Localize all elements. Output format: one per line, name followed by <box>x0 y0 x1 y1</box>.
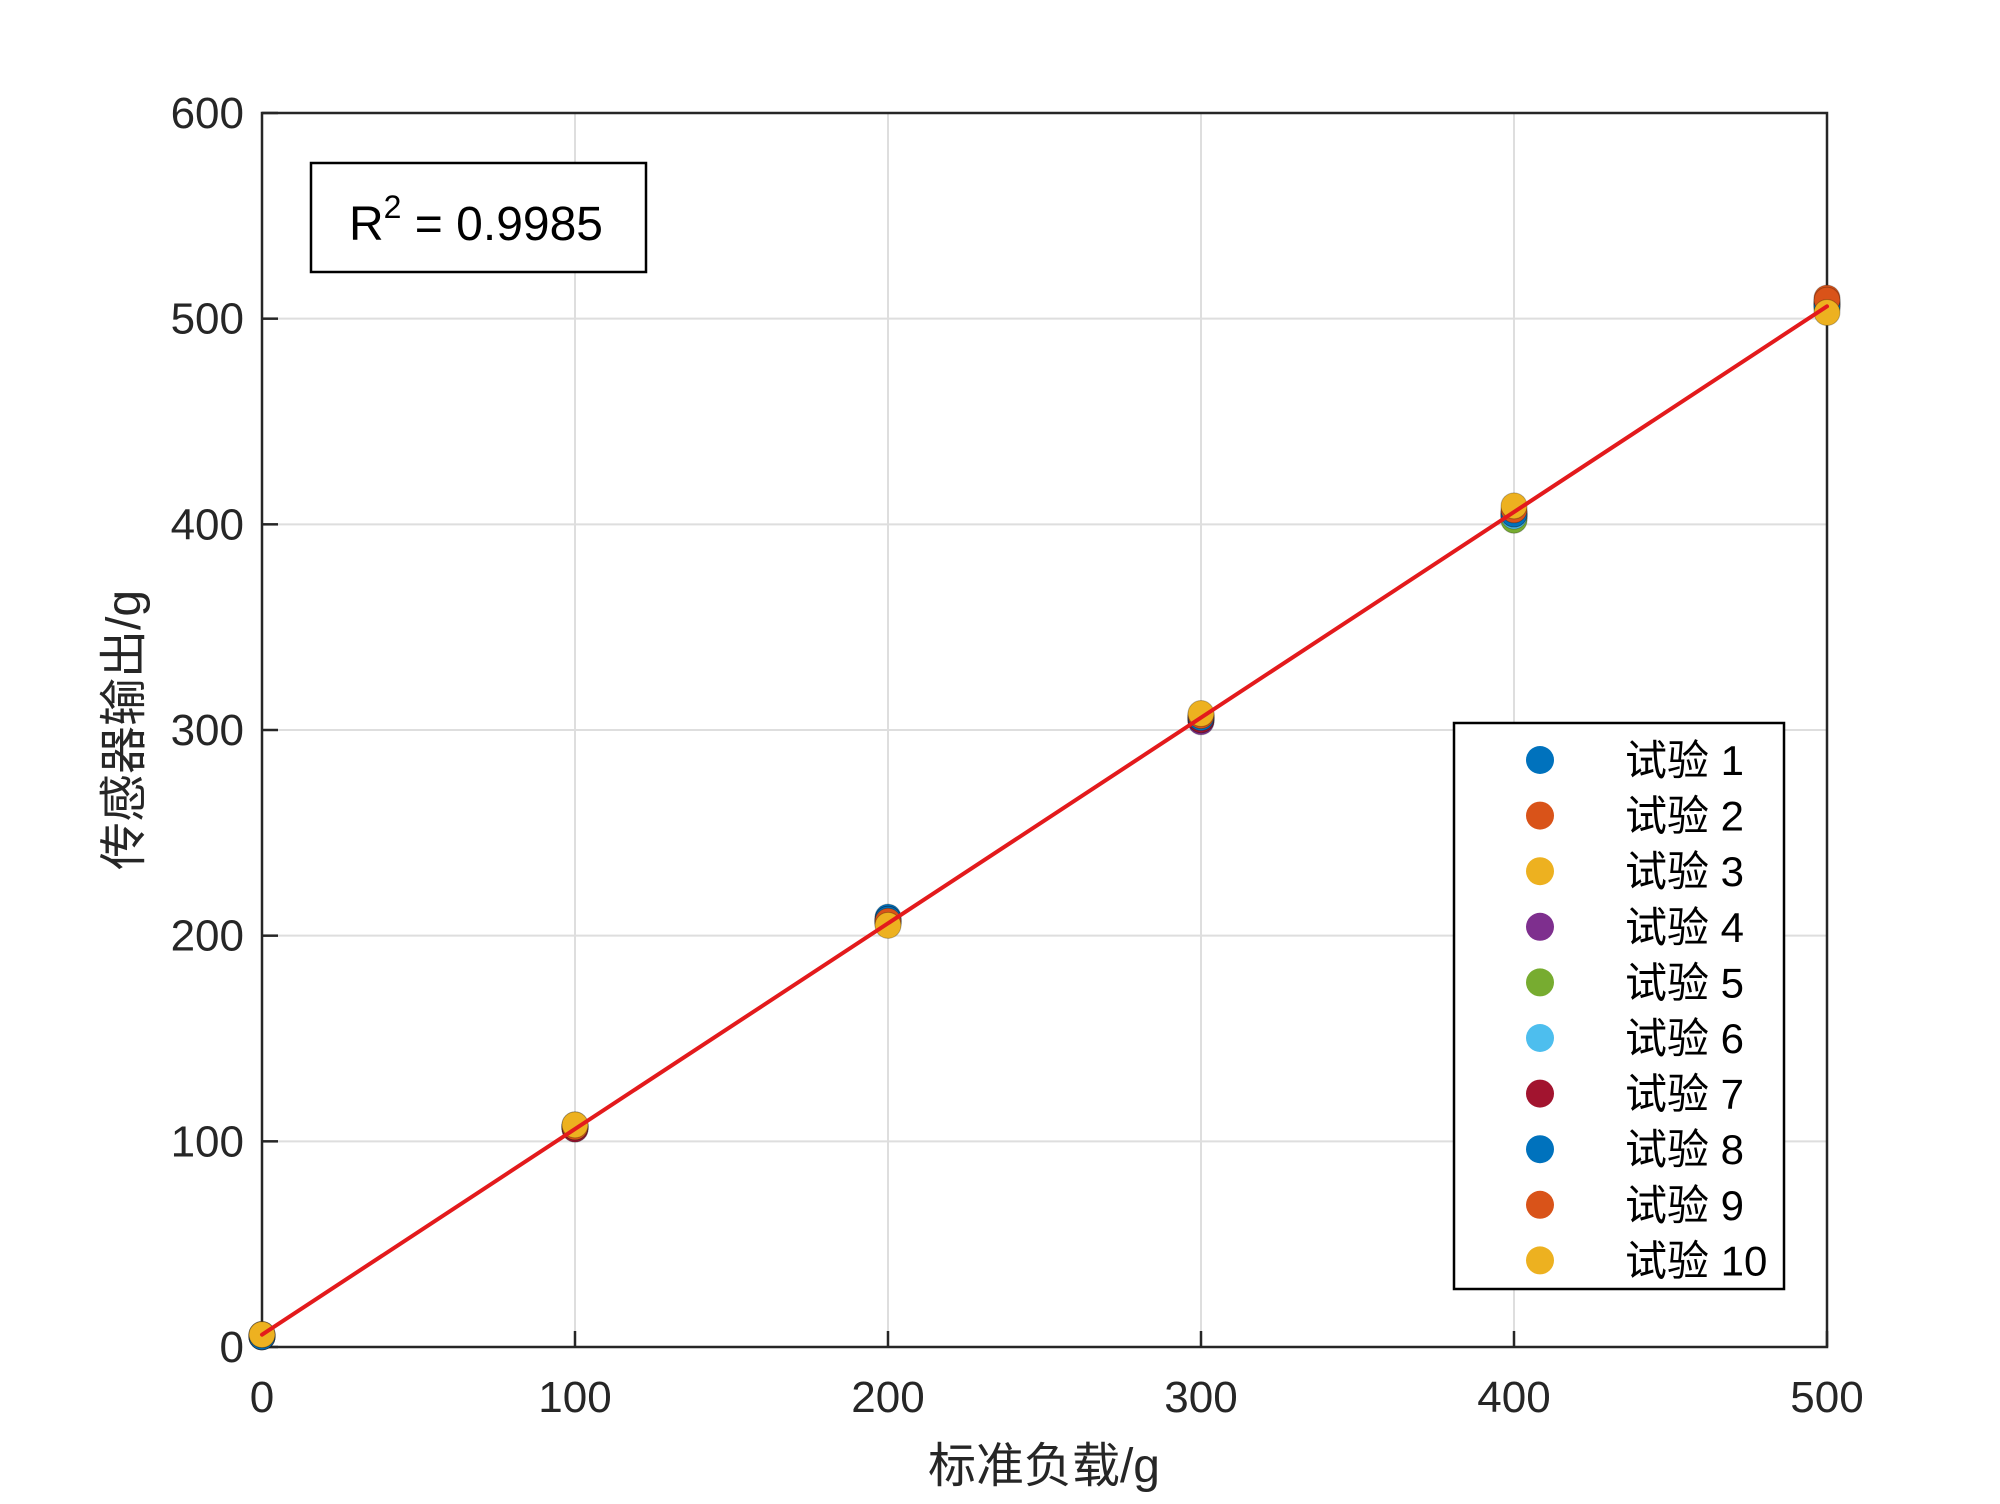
y-tick-label: 500 <box>171 295 244 344</box>
x-tick-label: 400 <box>1477 1373 1550 1422</box>
annotation-rest: = 0.9985 <box>401 198 603 251</box>
legend-label-series-3: 试验 3 <box>1625 848 1744 895</box>
x-axis-label: 标准负载/g <box>928 1440 1160 1493</box>
legend-label-series-10: 试验 10 <box>1625 1237 1767 1284</box>
x-tick-label: 200 <box>851 1373 924 1422</box>
legend-box <box>1452 721 1786 1291</box>
r-squared-annotation: R2 = 0.9985 <box>309 161 648 274</box>
legend-marker-series-3 <box>1526 857 1554 886</box>
y-tick-label: 300 <box>171 706 244 755</box>
annotation-text: R2 = 0.9985 <box>349 189 603 251</box>
fit-line <box>260 304 1829 1337</box>
legend-marker-series-4 <box>1526 912 1554 941</box>
legend-marker-series-1 <box>1526 746 1554 774</box>
legend-marker-series-10 <box>1526 1246 1554 1275</box>
legend-marker-series-8 <box>1526 1135 1554 1164</box>
y-tick-label: 0 <box>220 1323 244 1372</box>
legend-marker-series-2 <box>1526 801 1554 830</box>
x-tick-label: 300 <box>1164 1373 1237 1422</box>
legend-marker-series-5 <box>1526 968 1554 997</box>
x-tick-label: 0 <box>250 1373 274 1422</box>
annotation-main: R <box>349 198 384 251</box>
tick-layer: 0 100 200 300 400 500 0 100 200 300 400 500 600 <box>171 89 1864 1422</box>
x-tick-label: 500 <box>1790 1373 1863 1422</box>
legend-entries: 试验 1 试验 2 试验 3 试验 4 试验 5 试验 6 试验 7 试验 8 试验 9 试验 1… <box>1526 737 1767 1284</box>
legend-label-series-5: 试验 5 <box>1625 959 1744 1006</box>
legend-label-series-7: 试验 7 <box>1625 1071 1744 1118</box>
annotation-sup: 2 <box>384 189 402 225</box>
y-tick-label: 100 <box>171 1117 244 1166</box>
legend-label-series-6: 试验 6 <box>1625 1015 1744 1062</box>
legend: 试验 1 试验 2 试验 3 试验 4 试验 5 试验 6 试验 7 试验 8 试验 9 试验 1… <box>1452 721 1786 1291</box>
annotation-box <box>309 161 648 274</box>
legend-marker-series-6 <box>1526 1024 1554 1052</box>
y-tick-label: 400 <box>171 500 244 549</box>
legend-label-series-1: 试验 1 <box>1625 737 1744 784</box>
legend-label-series-9: 试验 9 <box>1625 1182 1744 1229</box>
legend-label-series-8: 试验 8 <box>1625 1126 1744 1173</box>
legend-marker-series-7 <box>1526 1079 1554 1108</box>
y-axis-label: 传感器输出/g <box>98 590 151 870</box>
fit-layer <box>260 304 1829 1337</box>
y-tick-label: 600 <box>171 89 244 138</box>
legend-marker-series-9 <box>1526 1190 1554 1219</box>
legend-label-series-4: 试验 4 <box>1625 904 1744 951</box>
y-tick-label: 200 <box>171 912 244 961</box>
x-tick-label: 100 <box>538 1373 611 1422</box>
legend-label-series-2: 试验 2 <box>1625 793 1744 840</box>
